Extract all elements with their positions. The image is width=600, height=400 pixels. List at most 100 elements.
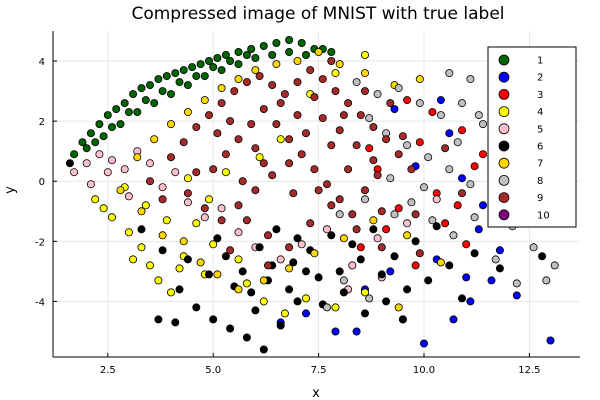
legend-marker <box>498 174 510 186</box>
data-point <box>297 240 306 249</box>
data-point <box>466 180 475 189</box>
data-point <box>166 90 175 99</box>
data-point <box>70 168 79 177</box>
data-point <box>226 324 235 333</box>
data-point <box>192 123 201 132</box>
data-point <box>491 255 500 264</box>
data-point <box>390 210 399 219</box>
data-point <box>457 294 466 303</box>
data-point <box>78 138 87 147</box>
data-point <box>188 63 197 72</box>
data-point <box>238 177 247 186</box>
data-point <box>137 243 146 252</box>
data-point <box>242 279 251 288</box>
data-point <box>234 48 243 57</box>
data-point <box>289 189 298 198</box>
data-point <box>276 99 285 108</box>
data-point <box>124 108 133 117</box>
data-point <box>411 210 420 219</box>
data-point <box>276 255 285 264</box>
data-point <box>217 204 226 213</box>
data-point <box>373 90 382 99</box>
data-point <box>301 267 310 276</box>
data-point <box>251 66 260 75</box>
data-point <box>183 174 192 183</box>
data-point <box>436 111 445 120</box>
data-point <box>457 126 466 135</box>
legend-label: 8 <box>537 176 543 187</box>
data-point <box>183 81 192 90</box>
data-point <box>377 207 386 216</box>
data-point <box>301 294 310 303</box>
data-point <box>293 297 302 306</box>
data-point <box>411 261 420 270</box>
data-point <box>377 243 386 252</box>
data-point <box>369 225 378 234</box>
data-point <box>356 111 365 120</box>
data-point <box>95 120 104 129</box>
data-point <box>234 228 243 237</box>
data-point <box>335 60 344 69</box>
data-point <box>226 246 235 255</box>
legend-label: 2 <box>537 73 543 84</box>
data-point <box>221 252 230 261</box>
data-point <box>247 45 256 54</box>
data-point <box>335 210 344 219</box>
y-tick-label: 4 <box>39 57 45 68</box>
data-point <box>335 195 344 204</box>
data-point <box>453 201 462 210</box>
data-point <box>373 234 382 243</box>
data-point <box>91 195 100 204</box>
legend-marker <box>498 157 510 169</box>
data-point <box>209 315 218 324</box>
data-point <box>445 261 454 270</box>
data-point <box>166 288 175 297</box>
data-point <box>403 285 412 294</box>
data-point <box>192 72 201 81</box>
data-point <box>360 195 369 204</box>
data-point <box>247 288 256 297</box>
x-tick-label: 12.5 <box>518 365 540 376</box>
data-point <box>314 48 323 57</box>
x-tick-label: 7.5 <box>311 365 327 376</box>
data-point <box>133 153 142 162</box>
data-point <box>108 156 117 165</box>
y-tick-label: 0 <box>39 177 45 188</box>
data-point <box>369 216 378 225</box>
data-point <box>285 285 294 294</box>
data-point <box>179 138 188 147</box>
data-point <box>318 75 327 84</box>
data-point <box>436 258 445 267</box>
data-point <box>158 195 167 204</box>
legend-label: 4 <box>537 107 543 118</box>
data-point <box>310 165 319 174</box>
data-point <box>331 87 340 96</box>
data-point <box>356 255 365 264</box>
data-point <box>348 261 357 270</box>
data-point <box>204 195 213 204</box>
data-point <box>192 168 201 177</box>
data-point <box>394 150 403 159</box>
data-point <box>150 135 159 144</box>
data-point <box>344 165 353 174</box>
data-point <box>217 99 226 108</box>
data-point <box>145 177 154 186</box>
data-point <box>285 135 294 144</box>
data-point <box>344 99 353 108</box>
data-point <box>234 255 243 264</box>
data-point <box>192 219 201 228</box>
data-point <box>386 99 395 108</box>
data-point <box>322 225 331 234</box>
legend-marker <box>498 71 510 83</box>
data-point <box>424 153 433 162</box>
data-point <box>365 114 374 123</box>
data-point <box>150 99 159 108</box>
data-point <box>255 72 264 81</box>
data-point <box>272 60 281 69</box>
data-point <box>82 159 91 168</box>
data-point <box>478 201 487 210</box>
data-point <box>251 144 260 153</box>
data-point <box>259 276 268 285</box>
data-point <box>268 171 277 180</box>
